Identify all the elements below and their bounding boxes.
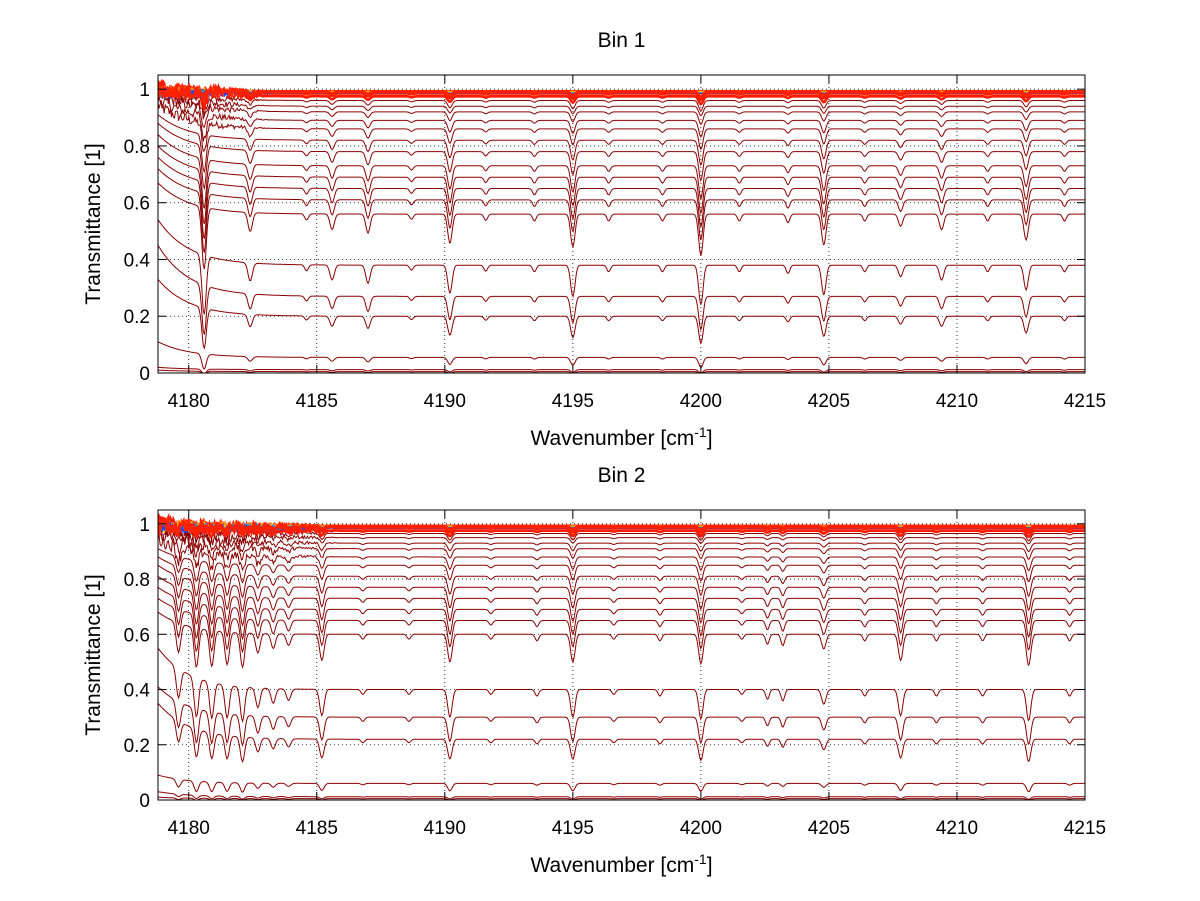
y-tick-label: 0.8: [124, 570, 150, 591]
ticks-bin-1: 4180 4185 4190 4195 4200 4205 4210 4215 0 0.2 0.4 0…: [124, 75, 1106, 412]
spectrum-line: [158, 686, 1085, 747]
spectrum-line: [158, 366, 1085, 373]
spectrum-line: [158, 369, 1085, 373]
spectrum-line: [158, 556, 1085, 599]
spectrum-line: [158, 518, 1085, 547]
spectrum-line: [158, 278, 1085, 351]
x-axis-label-text: Wavenumber [cm: [530, 854, 694, 877]
spectrum-line: [158, 219, 1085, 315]
y-tick-label: 0.8: [124, 137, 150, 158]
spectrum-line: [158, 81, 1085, 117]
y-tick-label: 0: [139, 791, 150, 812]
spectrum-line: [158, 611, 1085, 670]
y-axis-label-bin-2: Transmittance [1]: [82, 574, 105, 735]
spectrum-line: [158, 522, 1085, 553]
x-axis-label-bin-1: Wavenumber [cm-1]: [530, 424, 712, 450]
x-tick-label: 4200: [680, 391, 722, 412]
spectrum-line: [158, 534, 1085, 572]
spectrum-line: [158, 702, 1085, 763]
x-tick-label: 4190: [424, 391, 466, 412]
axes-box-bin-1: [157, 74, 1086, 374]
spectrum-line: [158, 564, 1085, 613]
x-axis-label-end: ]: [707, 854, 713, 877]
spectrum-line: [158, 774, 1085, 793]
series-lines-bin-2: [158, 512, 1085, 800]
spectrum-line: [158, 156, 1085, 239]
x-tick-label: 4190: [424, 818, 466, 839]
y-axis-label-bin-1: Transmittance [1]: [82, 143, 105, 304]
spectrum-line: [158, 182, 1085, 270]
chart-title-bin-2: Bin 2: [598, 464, 646, 487]
spectrum-line: [158, 548, 1085, 584]
spectrum-line: [158, 341, 1085, 370]
spectrum-line: [158, 95, 1085, 142]
spectrum-line: [158, 87, 1085, 128]
spectrum-line: [158, 100, 1085, 153]
spectrum-line: [158, 586, 1085, 641]
spectrum-line: [158, 85, 1085, 120]
spectrum-line: [158, 134, 1085, 209]
y-tick-label: 0: [139, 364, 150, 385]
spectrum-line: [158, 122, 1085, 191]
y-tick-label: 0.2: [124, 307, 150, 328]
x-tick-label: 4195: [552, 818, 594, 839]
chart-panel-bin-1: 4180 4185 4190 4195 4200 4205 4210 4215 0 0.2 0.4 0…: [82, 29, 1106, 450]
spectrum-line: [158, 575, 1085, 627]
grid-bin-2: [158, 510, 1085, 800]
spectrum-line: [158, 518, 1085, 543]
spectrum-line: [158, 168, 1085, 253]
x-tick-label: 4180: [168, 818, 210, 839]
spectrum-line: [158, 529, 1085, 561]
spectrum-line: [158, 245, 1085, 335]
axes-box-bin-2: [157, 509, 1086, 801]
x-tick-label: 4215: [1064, 391, 1106, 412]
spectrum-line: [158, 79, 1085, 110]
y-tick-label: 0.6: [124, 625, 150, 646]
x-axis-label-end: ]: [707, 427, 713, 450]
y-tick-label: 0.4: [124, 681, 151, 702]
x-tick-label: 4215: [1064, 818, 1106, 839]
y-tick-label: 1: [139, 515, 150, 536]
ticks-bin-2: 4180 4185 4190 4195 4200 4205 4210 4215 0 0.2 0.4 0…: [124, 510, 1106, 839]
series-lines-bin-1: [158, 79, 1085, 373]
spectrum-line: [158, 796, 1085, 800]
x-tick-label: 4195: [552, 391, 594, 412]
x-tick-label: 4205: [808, 818, 850, 839]
x-axis-label-superscript: -1: [694, 424, 707, 440]
x-axis-label-superscript: -1: [694, 851, 707, 867]
x-tick-label: 4200: [680, 818, 722, 839]
y-tick-label: 0.2: [124, 736, 150, 757]
y-tick-label: 1: [139, 80, 150, 101]
spectrum-line: [158, 791, 1085, 800]
x-tick-label: 4180: [168, 391, 210, 412]
spectrum-line: [158, 114, 1085, 174]
x-tick-label: 4205: [808, 391, 850, 412]
x-tick-label: 4185: [296, 391, 338, 412]
y-tick-label: 0.6: [124, 194, 150, 215]
x-axis-label-bin-2: Wavenumber [cm-1]: [530, 851, 712, 877]
x-tick-label: 4185: [296, 818, 338, 839]
x-axis-label-text: Wavenumber [cm: [530, 427, 694, 450]
spectrum-line: [158, 647, 1085, 724]
x-tick-label: 4210: [936, 818, 978, 839]
x-tick-label: 4210: [936, 391, 978, 412]
top-envelope-line: [158, 516, 1085, 538]
spectrum-line: [158, 145, 1085, 225]
chart-panel-bin-2: 4180 4185 4190 4195 4200 4205 4210 4215 0 0.2 0.4 0…: [82, 464, 1106, 877]
top-envelope-line: [158, 82, 1085, 104]
spectrum-line: [158, 597, 1085, 654]
chart-title-bin-1: Bin 1: [598, 29, 646, 52]
y-tick-label: 0.4: [124, 250, 151, 271]
